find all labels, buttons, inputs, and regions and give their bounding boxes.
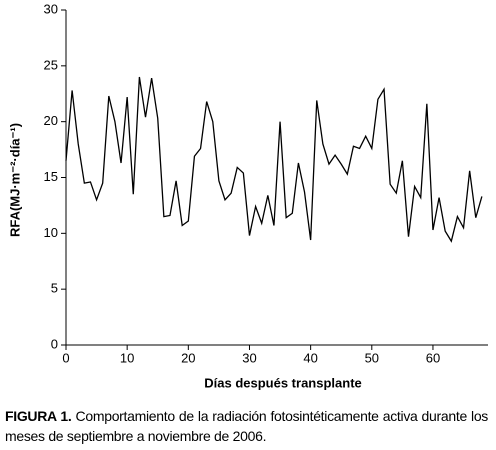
- caption-label: FIGURA 1.: [5, 408, 72, 424]
- y-tick-label: 25: [44, 57, 58, 72]
- x-tick-label: 10: [120, 350, 134, 365]
- y-tick-label: 30: [44, 1, 58, 16]
- x-axis-label: Días después transplante: [204, 375, 362, 390]
- y-tick-label: 20: [44, 113, 58, 128]
- y-axis-label: RFA(MJ·m⁻²·día⁻¹): [7, 123, 22, 237]
- chart: Días después transplante RFA(MJ·m⁻²·día⁻…: [7, 1, 488, 390]
- x-tick-label: 50: [365, 350, 379, 365]
- data-line: [65, 76, 483, 243]
- x-tick-label: 0: [62, 350, 69, 365]
- caption: FIGURA 1. Comportamiento de la radiación…: [5, 406, 488, 446]
- y-tick-label: 10: [44, 225, 58, 240]
- y-tick-label: 5: [51, 281, 58, 296]
- y-tick-label: 0: [51, 336, 58, 351]
- x-tick-label: 30: [242, 350, 256, 365]
- caption-text: Comportamiento de la radiación fotosinté…: [5, 408, 488, 444]
- x-tick-label: 40: [303, 350, 317, 365]
- x-tick-label: 20: [181, 350, 195, 365]
- y-tick-label: 15: [44, 169, 58, 184]
- x-tick-label: 60: [426, 350, 440, 365]
